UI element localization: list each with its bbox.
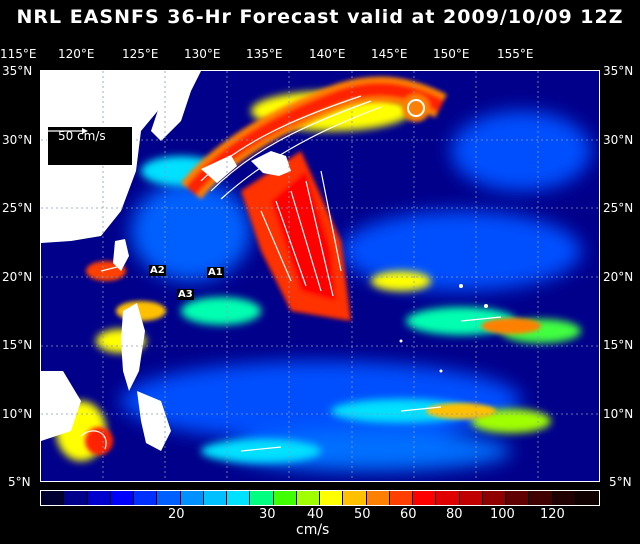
lat-tick-right: 15°N — [603, 338, 634, 352]
colorbar-cell — [506, 491, 530, 505]
eddy-ring — [407, 99, 425, 117]
lat-tick-right: 30°N — [603, 133, 634, 147]
lon-tick-top: 135°E — [246, 47, 283, 61]
colorbar-unit: cm/s — [296, 522, 330, 538]
lon-tick-top: 125°E — [122, 47, 159, 61]
lon-tick-top: 140°E — [309, 47, 346, 61]
colorbar-cell — [343, 491, 367, 505]
lat-tick-left: 5°N — [8, 475, 31, 489]
lon-tick-top: 120°E — [58, 47, 95, 61]
colorbar-cell — [180, 491, 204, 505]
colorbar-cell — [529, 491, 553, 505]
lat-tick-left: 20°N — [2, 270, 33, 284]
colorbar-cell — [87, 491, 111, 505]
lat-tick-right: 25°N — [603, 201, 634, 215]
colorbar-cell — [366, 491, 390, 505]
current-vectors — [80, 95, 502, 452]
lat-tick-left: 35°N — [2, 64, 33, 78]
colorbar-label: 80 — [446, 507, 463, 522]
vector-scale-arrow-icon — [48, 128, 88, 134]
colorbar-cell — [250, 491, 274, 505]
lon-tick-top: 130°E — [184, 47, 221, 61]
colorbar-cell — [157, 491, 181, 505]
map-canvas — [41, 71, 599, 481]
colorbar-cell — [134, 491, 158, 505]
colorbar-cell — [459, 491, 483, 505]
colorbar-label: 20 — [168, 507, 185, 522]
lon-tick-top: 155°E — [497, 47, 534, 61]
lat-tick-left: 30°N — [2, 133, 33, 147]
lat-tick-left: 15°N — [2, 338, 33, 352]
colorbar-cell — [296, 491, 320, 505]
lon-tick-top: 145°E — [371, 47, 408, 61]
marker-a2: A2 — [149, 265, 166, 276]
marker-a1: A1 — [207, 267, 224, 278]
lon-tick-top: 150°E — [433, 47, 470, 61]
colorbar-cell — [273, 491, 297, 505]
colorbar-cell — [552, 491, 576, 505]
colorbar-cell — [227, 491, 251, 505]
colorbar-label: 60 — [400, 507, 417, 522]
lon-tick-top: 115°E — [0, 47, 37, 61]
colorbar-cell — [575, 491, 599, 505]
vector-scale-label: 50 cm/s — [58, 129, 106, 143]
field-label: SSC — [71, 101, 101, 117]
colorbar-cell — [64, 491, 88, 505]
lat-tick-left: 25°N — [2, 201, 33, 215]
colorbar-cell — [482, 491, 506, 505]
colorbar-cell — [436, 491, 460, 505]
vector-scale-box: 50 cm/s — [47, 126, 133, 166]
lat-tick-right: 20°N — [603, 270, 634, 284]
map-title: NRL EASNFS 36-Hr Forecast valid at 2009/… — [16, 6, 624, 28]
marker-a3: A3 — [177, 289, 194, 300]
colorbar-label: 120 — [540, 507, 565, 522]
colorbar-label: 40 — [307, 507, 324, 522]
speed-field-high — [85, 76, 541, 455]
colorbar-label: 50 — [354, 507, 371, 522]
colorbar — [40, 490, 600, 506]
current-speed-map: SSC 50 cm/s A1 A2 A3 — [40, 70, 600, 482]
colorbar-cell — [110, 491, 134, 505]
lat-tick-right: 10°N — [603, 407, 634, 421]
colorbar-cell — [41, 491, 65, 505]
lat-tick-right: 5°N — [609, 475, 632, 489]
colorbar-label: 100 — [490, 507, 515, 522]
colorbar-label: 30 — [259, 507, 276, 522]
colorbar-cell — [320, 491, 344, 505]
colorbar-cell — [389, 491, 413, 505]
colorbar-cell — [413, 491, 437, 505]
colorbar-cell — [203, 491, 227, 505]
lat-tick-right: 35°N — [603, 64, 634, 78]
lat-tick-left: 10°N — [2, 407, 33, 421]
